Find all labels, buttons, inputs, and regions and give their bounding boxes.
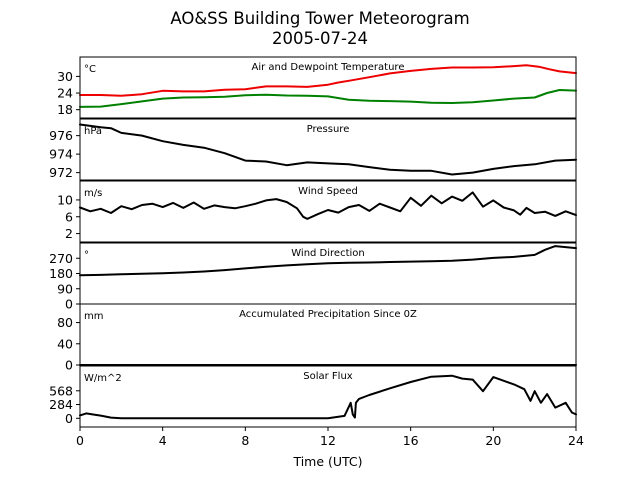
panel-2-ytick-label-1: 972 (49, 165, 73, 180)
panel-2-ytick-label-2: 974 (49, 147, 73, 162)
panel-6-unit: W/m^2 (84, 373, 122, 384)
panel-4-title: Wind Direction (291, 248, 365, 259)
panel-5-title: Accumulated Precipitation Since 0Z (239, 309, 417, 320)
x-tick-label-6: 20 (485, 433, 501, 448)
panel-6-ytick-label-2: 284 (49, 397, 73, 412)
panel-2-series-1 (79, 123, 577, 176)
panel-2-frame (79, 118, 577, 181)
panel-4-series-1 (79, 245, 577, 277)
figure-title-line2: 2005-07-24 (272, 29, 368, 48)
panel-5-frame (79, 303, 577, 366)
panel-6-ytick-label-1: 0 (65, 411, 73, 426)
panel-1-series-2 (79, 89, 577, 108)
panel-3-series-1 (79, 191, 577, 220)
panel-4-ytick-label-2: 90 (57, 281, 73, 296)
panel-4-unit: ° (84, 250, 89, 261)
panel-3-frame (79, 180, 577, 243)
panel-1-title: Air and Dewpoint Temperature (252, 62, 405, 73)
panel-3-unit: m/s (84, 188, 102, 199)
panel-2: 972 974 976 hPa Pressure (49, 118, 577, 181)
x-tick-label-1: 0 (76, 433, 84, 448)
panel-1-ytick-label-1: 18 (57, 102, 73, 117)
panel-5-ytick-label-3: 80 (57, 315, 73, 330)
panel-4-ytick-label-4: 270 (49, 251, 73, 266)
figure-title-line1: AO&SS Building Tower Meteorogram (170, 9, 469, 28)
panel-3-ytick-label-1: 2 (65, 226, 73, 241)
panel-2-title: Pressure (307, 124, 350, 135)
panel-1-series-1 (79, 64, 577, 97)
panel-6-series-1 (79, 374, 577, 420)
x-tick-label-2: 4 (159, 433, 167, 448)
panel-3: 2 6 10 m/s Wind Speed (57, 180, 577, 243)
panel-1-frame (79, 56, 577, 119)
panel-3-title: Wind Speed (298, 186, 358, 197)
panel-4-ytick-label-1: 0 (65, 297, 73, 312)
panel-6-title: Solar Flux (303, 371, 353, 382)
panel-1-ytick-label-2: 24 (57, 86, 73, 101)
panel-3-ytick-label-2: 6 (65, 209, 73, 224)
panel-1-ytick-label-3: 30 (57, 69, 73, 84)
panel-5: 0 40 80 mm Accumulated Precipitation Since 0… (57, 303, 577, 373)
panel-5-unit: mm (84, 311, 103, 322)
x-tick-label-4: 12 (320, 433, 336, 448)
panel-3-ytick-label-3: 10 (57, 192, 73, 207)
time-axis: 0 4 8 12 16 20 24 (76, 427, 584, 448)
panel-4-ytick-label-3: 180 (49, 266, 73, 281)
panel-2-ytick-label-3: 976 (49, 128, 73, 143)
x-axis-label: Time (UTC) (292, 454, 362, 469)
panel-5-ytick-label-1: 0 (65, 358, 73, 373)
panel-1-unit: °C (84, 64, 96, 75)
x-tick-label-3: 8 (241, 433, 249, 448)
x-tick-label-7: 24 (568, 433, 584, 448)
panel-6-ytick-label-3: 568 (49, 383, 73, 398)
panel-2-unit: hPa (84, 126, 102, 137)
x-tick-label-5: 16 (403, 433, 419, 448)
panel-5-ytick-label-2: 40 (57, 336, 73, 351)
